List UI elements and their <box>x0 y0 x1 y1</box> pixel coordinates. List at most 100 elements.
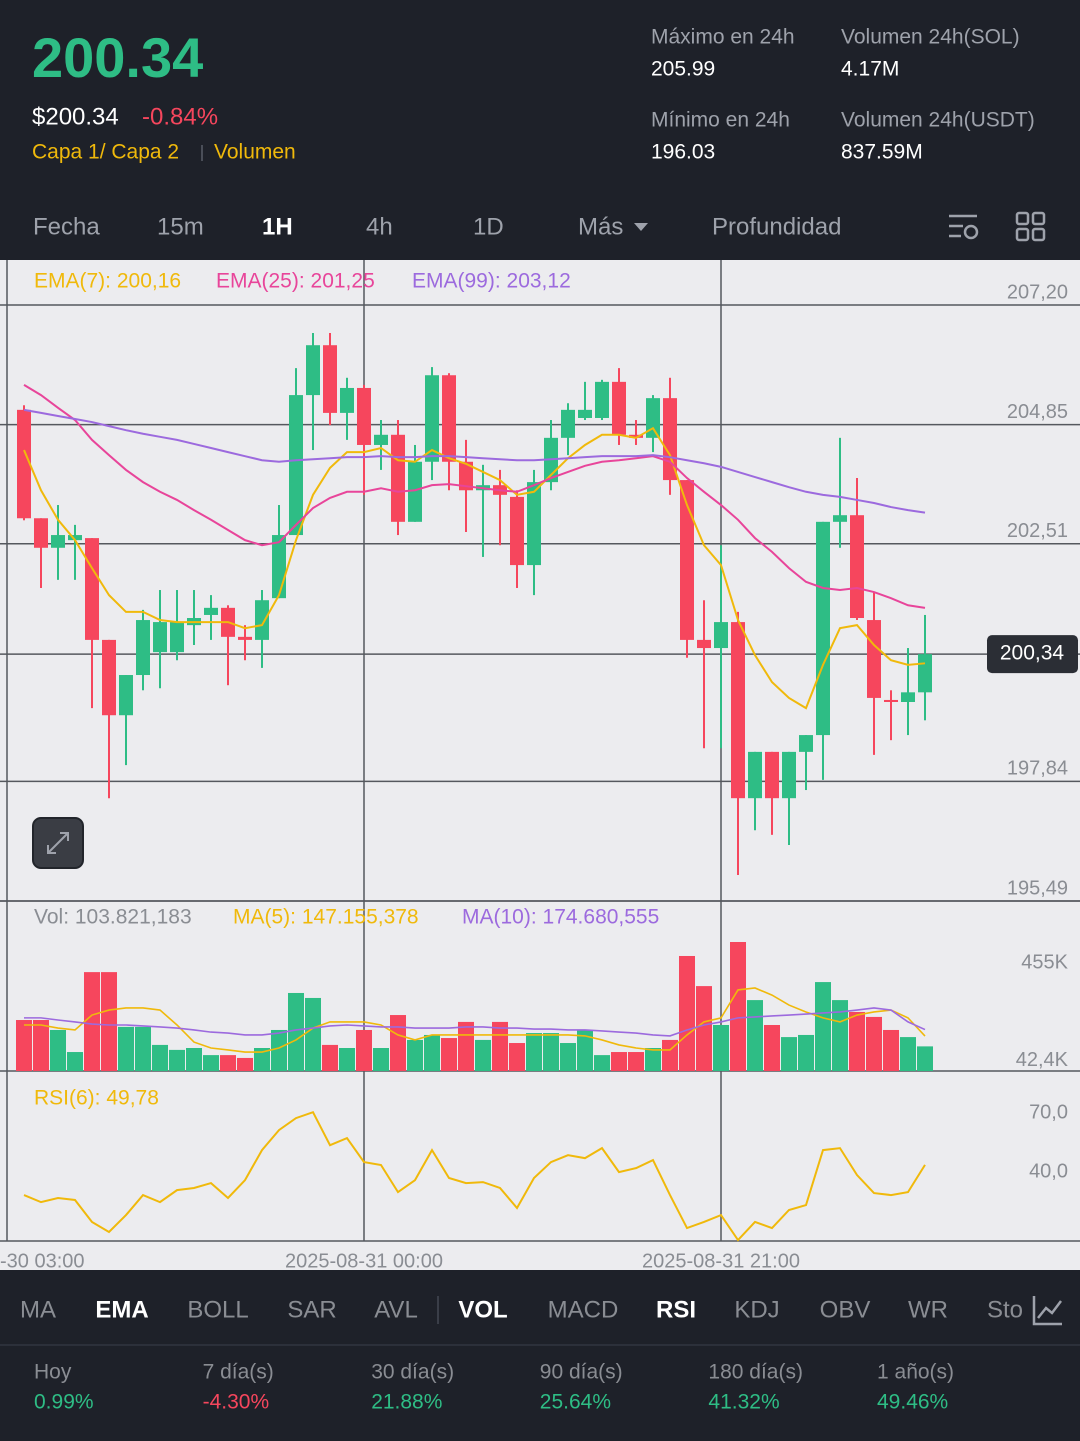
candle-body <box>102 639 116 716</box>
plot: -30 03:00 2025-08-31 00:00 2025-08-31 21:0… <box>0 260 1080 1272</box>
volume-bar <box>33 1020 49 1071</box>
layers-link[interactable]: Capa 1/ Capa 2 <box>32 141 179 164</box>
interval-tab[interactable]: Profundidad <box>712 213 841 240</box>
indicator-tab[interactable]: MA <box>20 1296 56 1323</box>
layout-icon[interactable] <box>1015 211 1046 242</box>
interval-tab[interactable]: 1H <box>262 213 293 240</box>
candle-body <box>136 620 150 676</box>
volume-bar <box>16 1020 32 1071</box>
y-tick-label: 42,4K <box>1016 1049 1069 1071</box>
candle-body <box>408 461 422 522</box>
price-change: -0.84% <box>142 103 218 130</box>
period-label: 1 año(s) <box>877 1361 954 1384</box>
volume-bar <box>424 1034 440 1071</box>
indicator-tab[interactable]: OBV <box>820 1296 871 1323</box>
candle-body <box>816 521 830 736</box>
period-return: 21.88% <box>371 1391 442 1414</box>
candle-body <box>680 480 694 640</box>
candle-body <box>425 375 439 462</box>
volume-bar <box>254 1047 270 1071</box>
candle-body <box>612 381 626 435</box>
indicator-tab[interactable]: MACD <box>548 1296 619 1323</box>
volume-bar <box>220 1055 236 1071</box>
candle-body <box>323 345 337 413</box>
period-return: 41.32% <box>708 1391 779 1414</box>
stat-value: 196.03 <box>651 141 715 164</box>
period-return: 0.99% <box>34 1391 94 1414</box>
indicator-tab[interactable]: RSI <box>656 1296 696 1323</box>
indicator-tab[interactable]: WR <box>908 1296 948 1323</box>
indicator-tab[interactable]: VOL <box>458 1296 507 1323</box>
candle-body <box>17 409 31 519</box>
period-label: Hoy <box>34 1361 72 1384</box>
stat-value: 837.59M <box>841 141 923 164</box>
volume-bar <box>339 1047 355 1071</box>
candle-body <box>646 398 660 438</box>
candle-body <box>833 515 847 522</box>
interval-tab[interactable]: 15m <box>157 213 204 240</box>
legend-entry: MA(5): 147.155,378 <box>233 906 419 929</box>
candle-body <box>901 692 915 702</box>
candle-body <box>697 639 711 649</box>
volume-bar <box>747 1000 763 1071</box>
volume-bar <box>900 1037 916 1071</box>
candle-body <box>527 482 541 566</box>
candle-body <box>918 654 932 693</box>
volume-link[interactable]: Volumen <box>214 141 296 164</box>
indicator-tab[interactable]: AVL <box>374 1296 418 1323</box>
candle-body <box>799 735 813 752</box>
volume-bar <box>849 1011 865 1071</box>
volume-bar <box>628 1052 644 1071</box>
price-usd: $200.34 <box>32 103 119 130</box>
volume-bar <box>611 1052 627 1071</box>
indicator-tab[interactable]: Sto <box>987 1296 1023 1323</box>
indicator-tab[interactable]: EMA <box>95 1296 148 1323</box>
candle-body <box>34 518 48 548</box>
volume-bar <box>883 1029 899 1071</box>
volume-bar <box>577 1029 593 1071</box>
x-tick-label: 2025-08-31 21:00 <box>642 1250 800 1272</box>
volume-bar <box>866 1016 882 1071</box>
indicator-tab[interactable]: BOLL <box>187 1296 248 1323</box>
indicator-tab[interactable]: KDJ <box>734 1296 779 1323</box>
settings-icon[interactable] <box>949 214 979 240</box>
candle-body <box>306 345 320 396</box>
volume-bar <box>917 1046 933 1071</box>
volume-bar <box>645 1047 661 1071</box>
indicator-tabs: MA EMA BOLL SAR AVL VOL MACD RSI KDJ OBV WR Sto <box>20 1296 1023 1323</box>
legend-entry: MA(10): 174.680,555 <box>462 906 659 929</box>
volume-bar <box>696 986 712 1071</box>
candle-body <box>238 636 252 640</box>
volume-bar <box>305 997 321 1071</box>
candle-body <box>357 387 371 445</box>
volume-bar <box>713 1024 729 1071</box>
volume-bar <box>186 1047 202 1071</box>
volume-bar <box>526 1033 542 1071</box>
last-price-tag <box>987 635 1078 674</box>
volume-bar <box>781 1037 797 1071</box>
interval-tab[interactable]: 4h <box>366 213 393 240</box>
stat-label: Mínimo en 24h <box>651 109 790 132</box>
interval-tab[interactable]: Más <box>578 213 623 240</box>
candle-body <box>51 535 65 548</box>
candle-body <box>272 535 286 599</box>
candle-body <box>850 515 864 619</box>
period-label: 180 día(s) <box>708 1361 803 1384</box>
x-tick-label: -30 03:00 <box>0 1250 85 1272</box>
performance: Hoy 0.99% 7 día(s) -4.30% 30 día(s) 21.88% 90 … <box>34 1361 954 1414</box>
volume-bar <box>543 1033 559 1071</box>
indicator-tab[interactable]: SAR <box>287 1296 336 1323</box>
indicator-settings-icon[interactable] <box>1032 1296 1062 1326</box>
candle-body <box>748 751 762 799</box>
expand-button[interactable] <box>32 817 84 869</box>
volume-bar <box>832 1000 848 1071</box>
volume-bar <box>441 1038 457 1071</box>
indicator-line <box>24 1007 926 1037</box>
interval-tab[interactable]: Fecha <box>33 213 100 240</box>
period-return: 49.46% <box>877 1391 948 1414</box>
indicator-line <box>24 987 926 1053</box>
interval-tab[interactable]: 1D <box>473 213 504 240</box>
candle-body <box>153 622 167 653</box>
